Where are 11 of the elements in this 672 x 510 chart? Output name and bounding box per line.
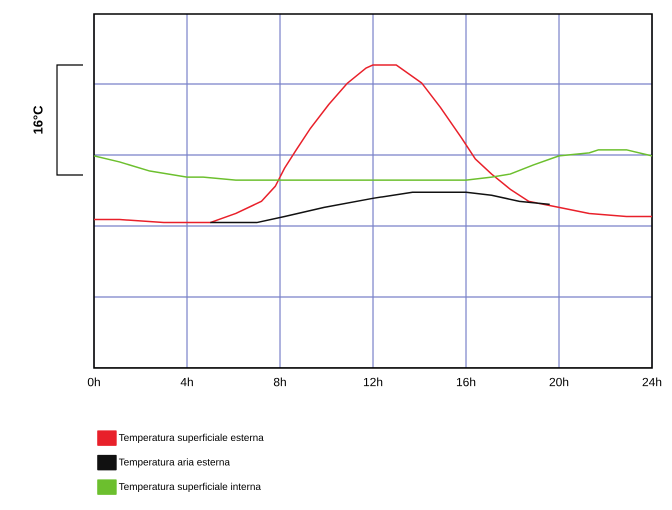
x-tick-label: 20h: [550, 378, 568, 386]
x-tick-label: 12h: [364, 378, 382, 386]
x-tick-label: 16h: [456, 378, 476, 386]
text: 16°C: [33, 106, 43, 134]
x-tick-label: 24h: [642, 378, 662, 386]
legend-label: Temperatura superficiale interna: [118, 482, 261, 492]
legend-label: Temperatura superficiale esterna: [118, 434, 264, 444]
x-tick-label: 4h: [180, 378, 193, 386]
x-tick-label: 8h: [274, 378, 286, 386]
legend-label: Temperatura aria esterna: [118, 458, 230, 468]
x-tick-label: 0h: [88, 378, 100, 386]
